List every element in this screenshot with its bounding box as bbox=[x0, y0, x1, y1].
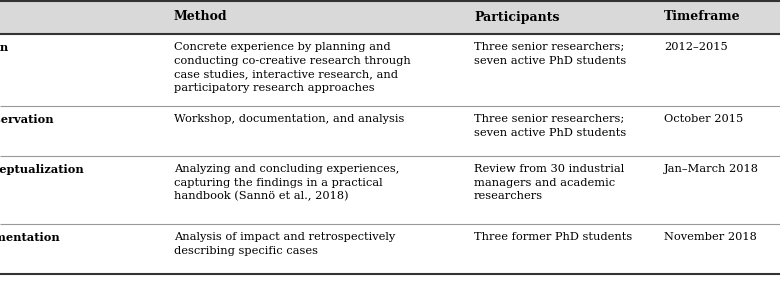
Text: Three senior researchers;
seven active PhD students: Three senior researchers; seven active P… bbox=[474, 114, 626, 138]
Text: Data collection: Data collection bbox=[0, 42, 9, 53]
Text: October 2015: October 2015 bbox=[664, 114, 743, 124]
Text: Reflective observation: Reflective observation bbox=[0, 114, 54, 125]
Text: Three former PhD students: Three former PhD students bbox=[474, 232, 633, 242]
Text: Concrete experience by planning and
conducting co-creative research through
case: Concrete experience by planning and cond… bbox=[174, 42, 411, 93]
Bar bbox=[0, 0, 780, 34]
Text: November 2018: November 2018 bbox=[664, 232, 757, 242]
Text: Jan–March 2018: Jan–March 2018 bbox=[664, 164, 759, 174]
Text: Analyzing and concluding experiences,
capturing the findings in a practical
hand: Analyzing and concluding experiences, ca… bbox=[174, 164, 399, 202]
Text: Participants: Participants bbox=[474, 10, 559, 24]
Text: 2012–2015: 2012–2015 bbox=[664, 42, 728, 52]
Text: Method: Method bbox=[174, 10, 228, 24]
Text: Analysis of impact and retrospectively
describing specific cases: Analysis of impact and retrospectively d… bbox=[174, 232, 395, 256]
Text: Three senior researchers;
seven active PhD students: Three senior researchers; seven active P… bbox=[474, 42, 626, 65]
Text: Workshop, documentation, and analysis: Workshop, documentation, and analysis bbox=[174, 114, 404, 124]
Text: Abstract conceptualization: Abstract conceptualization bbox=[0, 164, 83, 175]
Text: Review from 30 industrial
managers and academic
researchers: Review from 30 industrial managers and a… bbox=[474, 164, 624, 201]
Text: Active experimentation: Active experimentation bbox=[0, 232, 60, 243]
Text: Timeframe: Timeframe bbox=[664, 10, 741, 24]
